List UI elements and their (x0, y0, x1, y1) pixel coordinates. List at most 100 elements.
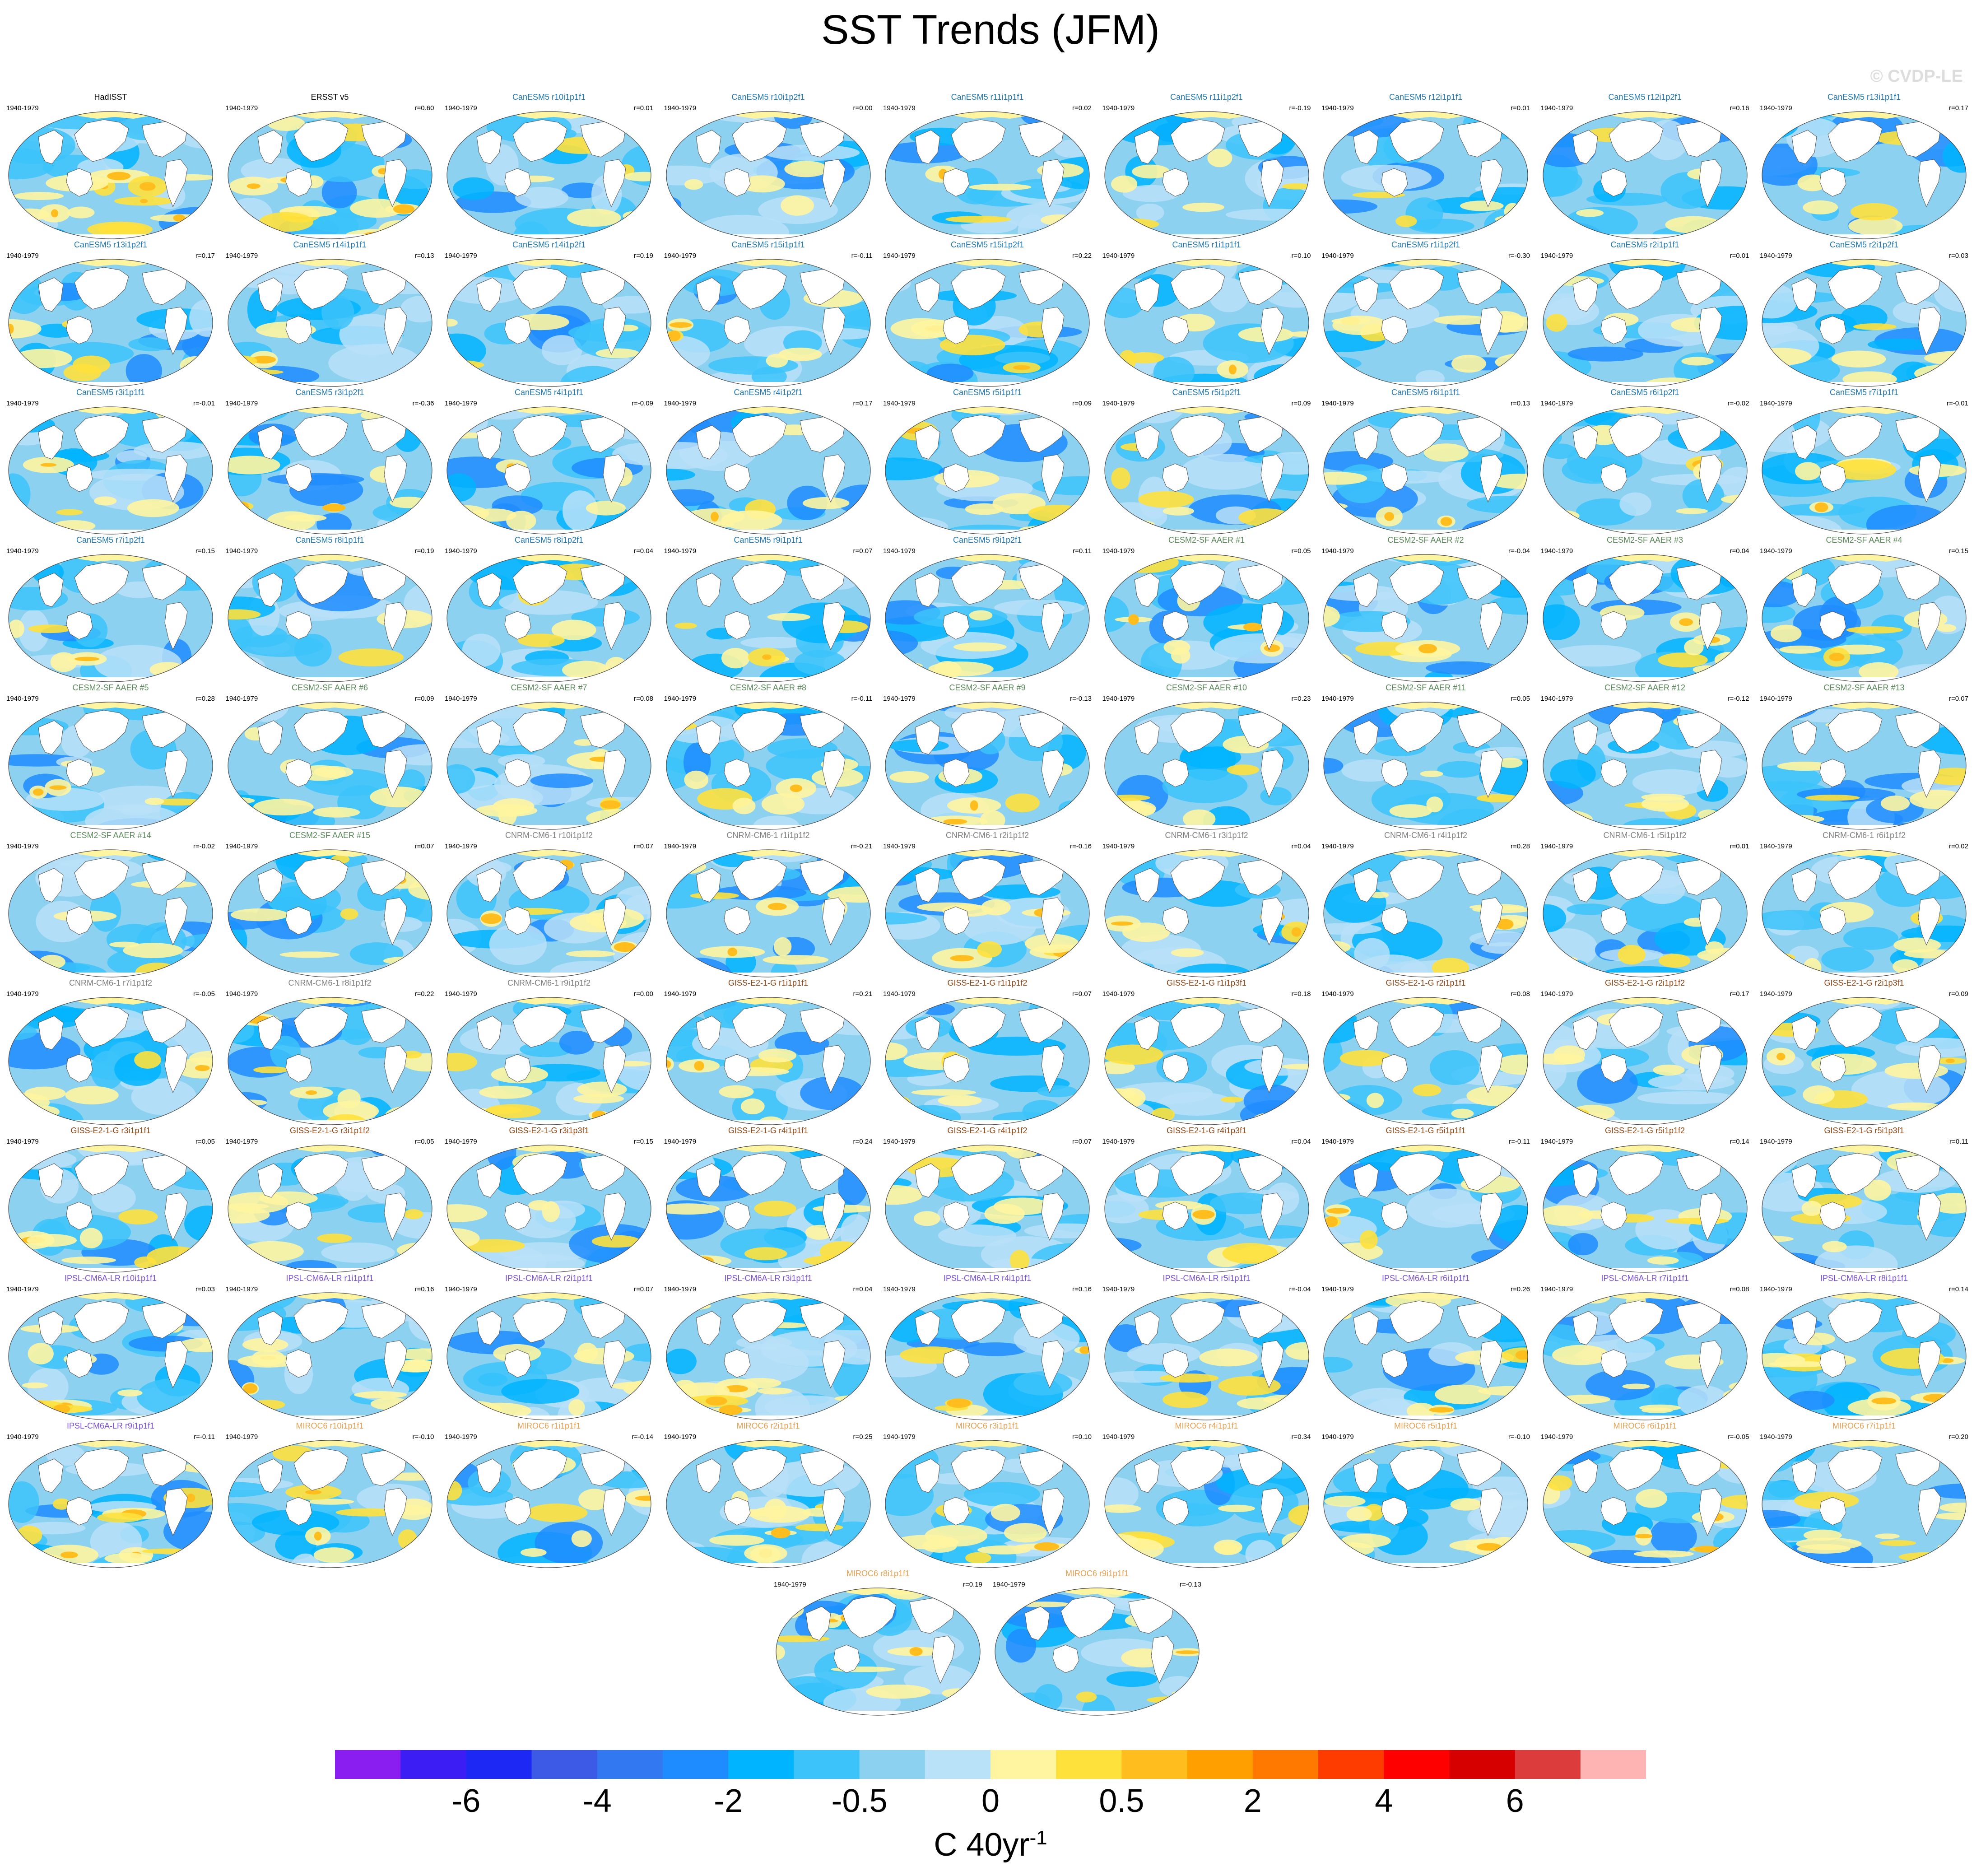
antarctica (885, 530, 1089, 534)
landmass-4 (257, 130, 283, 164)
landmass-0 (512, 857, 567, 900)
landmass-3 (1041, 602, 1065, 651)
panel-correlation: r=0.08 (1511, 990, 1530, 998)
cool-anomaly-blob (1814, 1245, 1898, 1272)
sst-trend-map (885, 702, 1090, 830)
landmass-3 (822, 602, 846, 651)
north-atlantic-anomaly (836, 117, 851, 128)
warm-anomaly-blob (1104, 1044, 1163, 1065)
sst-trend-map (885, 997, 1090, 1125)
warm-anomaly-core (970, 800, 978, 811)
warm-anomaly-blob (9, 952, 34, 968)
antarctica (1762, 825, 1966, 829)
landmass-4 (1791, 1458, 1817, 1493)
sst-trend-map (665, 554, 871, 682)
landmass-0 (293, 562, 349, 605)
landmass-3 (1918, 307, 1941, 355)
panel-period: 1940-1979 (1102, 547, 1135, 555)
landmass-4 (476, 277, 502, 312)
landmass-3 (603, 1045, 626, 1094)
panel-correlation: r=0.01 (1730, 843, 1749, 850)
cool-anomaly-blob (1157, 1092, 1236, 1116)
panel-title: CESM2-SF AAER #11 (1386, 683, 1466, 692)
panel-title: CNRM-CM6-1 r2i1p1f2 (945, 831, 1029, 840)
landmass-3 (603, 159, 626, 208)
map-panel: MIROC6 r5i1p1f1 1940-1979 r=-0.10 (1320, 1421, 1532, 1570)
cool-anomaly-blob (1240, 1225, 1309, 1239)
panel-title: CanESM5 r1i1p1f1 (1172, 240, 1241, 249)
cool-anomaly-blob (1106, 1671, 1158, 1687)
sst-trend-map (1323, 259, 1528, 387)
panel-period: 1940-1979 (1321, 104, 1354, 112)
map-outline (8, 849, 213, 978)
warm-anomaly-blob (1864, 1179, 1892, 1201)
panel-period: 1940-1979 (883, 1433, 916, 1441)
cool-anomaly-blob (623, 1343, 651, 1362)
cool-anomaly-blob (189, 1253, 213, 1271)
north-atlantic-anomaly (178, 1446, 193, 1457)
landmass-1 (1162, 168, 1189, 197)
landmass-3 (1260, 1192, 1284, 1241)
landmass-1 (943, 463, 970, 492)
landmass-4 (257, 1163, 283, 1198)
colorbar-swatch (466, 1750, 532, 1779)
cool-anomaly-blob (1104, 1194, 1149, 1224)
panel-correlation: r=0.07 (1072, 990, 1092, 998)
map-outline (1104, 1292, 1309, 1420)
landmass-1 (1819, 906, 1846, 935)
warm-anomaly-blob (1076, 369, 1089, 382)
landmass-3 (603, 454, 626, 503)
antarctica (447, 1268, 651, 1272)
panel-correlation: r=0.07 (853, 547, 873, 555)
north-atlantic-anomaly (1493, 856, 1508, 866)
warm-anomaly-blob (1904, 949, 1953, 959)
warm-anomaly-blob (1104, 1534, 1138, 1546)
sst-trend-map (446, 1292, 651, 1420)
sst-trend-map (227, 259, 432, 387)
landmass-0 (731, 267, 787, 310)
warm-anomaly-blob (1733, 218, 1747, 231)
warm-anomaly-blob (1171, 948, 1204, 957)
cool-anomaly-blob (462, 633, 501, 667)
cool-anomaly-blob (1324, 758, 1344, 774)
cool-anomaly-blob (1550, 759, 1596, 789)
north-atlantic-anomaly (178, 856, 193, 866)
cool-anomaly-blob (619, 1145, 651, 1166)
cool-anomaly-blob (1650, 1518, 1697, 1555)
landmass-3 (1260, 307, 1284, 355)
warm-anomaly-core (305, 1090, 317, 1095)
panel-title: CanESM5 r7i1p2f1 (76, 535, 145, 545)
warm-anomaly-blob (230, 908, 288, 922)
map-panel: GISS-E2-1-G r1i1p1f2 1940-1979 r=0.07 (881, 978, 1093, 1127)
warm-anomaly-blob (1658, 954, 1690, 968)
panel-correlation: r=-0.04 (1289, 1285, 1311, 1293)
panel-correlation: r=0.14 (1730, 1138, 1749, 1145)
colorbar-tick-label: 6 (1506, 1783, 1524, 1819)
cool-anomaly-blob (1469, 931, 1528, 947)
warm-anomaly-blob (605, 656, 627, 675)
landmass-4 (1572, 1015, 1598, 1050)
warm-anomaly-blob (1946, 214, 1966, 231)
panel-period: 1940-1979 (1540, 843, 1573, 850)
landmass-1 (723, 1349, 751, 1378)
map-panel: CanESM5 r2i1p2f1 1940-1979 r=0.03 (1758, 240, 1970, 389)
warm-anomaly-blob (965, 503, 1004, 515)
landmass-1 (723, 906, 751, 935)
panel-correlation: r=-0.14 (632, 1433, 653, 1441)
landmass-3 (1479, 1488, 1503, 1536)
cool-anomaly-blob (1566, 903, 1613, 915)
panel-period: 1940-1979 (6, 252, 39, 260)
cool-anomaly-blob (666, 1348, 697, 1374)
map-outline (1762, 554, 1967, 682)
map-panel: MIROC6 r2i1p1f1 1940-1979 r=0.25 (662, 1421, 874, 1570)
cool-anomaly-blob (791, 1705, 828, 1715)
landmass-3 (1698, 454, 1722, 503)
landmass-4 (1572, 425, 1598, 460)
panel-correlation: r=0.11 (1073, 547, 1092, 555)
landmass-4 (1572, 130, 1598, 164)
landmass-4 (695, 130, 721, 164)
landmass-4 (1353, 573, 1379, 607)
panel-correlation: r=-0.10 (412, 1433, 434, 1441)
panel-correlation: r=0.07 (414, 843, 434, 850)
north-atlantic-anomaly (616, 117, 631, 128)
